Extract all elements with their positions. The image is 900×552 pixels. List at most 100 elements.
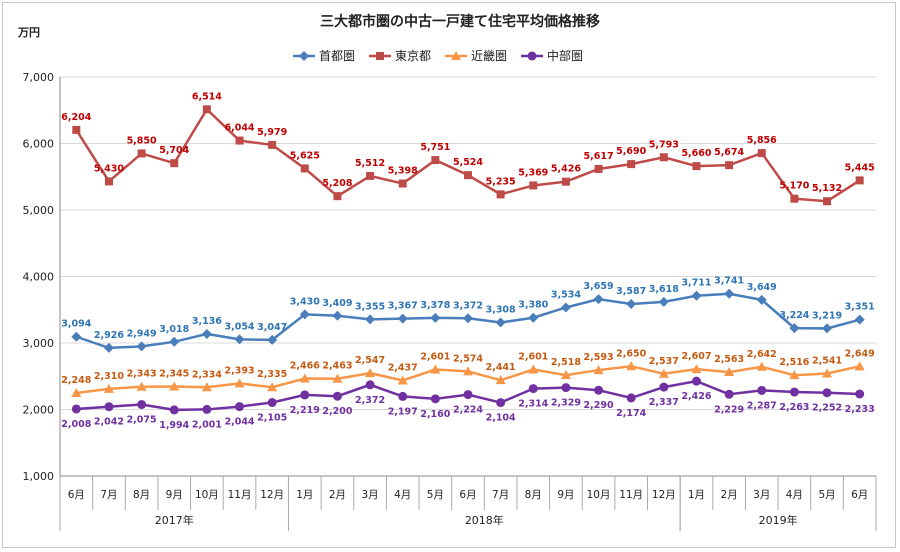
- data-point: [299, 309, 310, 320]
- data-label: 5,856: [747, 135, 777, 146]
- data-label: 6,204: [61, 112, 91, 123]
- data-label: 2,252: [812, 403, 842, 414]
- x-tick-label: 2月: [721, 489, 738, 501]
- y-tick-label: 2,000: [23, 404, 55, 417]
- data-label: 3,224: [779, 310, 809, 321]
- data-point: [789, 323, 800, 334]
- data-label: 2,044: [224, 417, 254, 428]
- data-label: 2,248: [61, 375, 91, 386]
- data-label: 2,335: [257, 369, 287, 380]
- data-label: 2,441: [486, 362, 516, 373]
- y-tick-label: 4,000: [23, 271, 55, 284]
- data-label: 3,351: [845, 302, 875, 313]
- data-label: 5,617: [584, 151, 614, 162]
- data-point: [627, 160, 636, 169]
- data-point: [496, 190, 505, 199]
- x-tick-label: 11月: [228, 489, 252, 501]
- x-tick-label: 7月: [492, 489, 509, 501]
- year-label: 2017年: [155, 513, 194, 527]
- y-tick-label: 6,000: [23, 138, 55, 151]
- y-tick-label: 3,000: [23, 337, 55, 350]
- data-point: [104, 177, 113, 186]
- x-tick-label: 6月: [851, 489, 868, 501]
- data-point: [169, 336, 180, 347]
- data-label: 6,044: [224, 123, 254, 134]
- data-point: [332, 373, 343, 383]
- data-label: 5,445: [845, 162, 875, 173]
- data-label: 2,334: [192, 369, 222, 380]
- legend-label: 近畿圏: [471, 49, 507, 63]
- x-tick-label: 4月: [394, 489, 411, 501]
- data-label: 3,587: [616, 286, 646, 297]
- data-label: 5,674: [714, 147, 744, 158]
- legend: 首都圏 東京都 近畿圏 中部圏: [293, 48, 583, 63]
- data-label: 2,345: [159, 369, 189, 380]
- x-tick-label: 12月: [652, 489, 676, 501]
- y-tick-label: 7,000: [23, 71, 55, 84]
- data-point: [822, 323, 833, 334]
- x-tick-label: 7月: [100, 489, 117, 501]
- data-point: [561, 383, 571, 393]
- data-point: [398, 391, 408, 401]
- data-point: [790, 194, 799, 203]
- data-point: [170, 159, 179, 168]
- data-point: [136, 341, 147, 352]
- data-label: 2,001: [192, 419, 222, 430]
- data-label: 6,514: [192, 91, 222, 102]
- data-point: [103, 383, 114, 393]
- data-point: [463, 313, 473, 324]
- data-label: 3,372: [453, 300, 483, 311]
- data-label: 3,054: [224, 321, 254, 332]
- data-point: [235, 136, 244, 145]
- year-label: 2019年: [759, 513, 798, 527]
- x-tick-label: 1月: [296, 489, 313, 501]
- legend-label: 東京都: [395, 49, 431, 63]
- data-label: 5,660: [681, 148, 711, 159]
- data-point: [593, 294, 604, 305]
- data-point: [365, 314, 376, 325]
- data-label: 3,534: [551, 289, 581, 300]
- legend-entry: 近畿圏: [445, 49, 507, 63]
- data-point: [464, 171, 472, 180]
- data-label: 2,372: [355, 395, 385, 406]
- data-label: 3,018: [159, 324, 189, 335]
- data-point: [71, 404, 81, 414]
- data-label: 2,197: [388, 406, 418, 417]
- data-label: 2,426: [681, 391, 711, 402]
- data-label: 2,042: [94, 417, 124, 428]
- x-tick-label: 6月: [68, 489, 85, 501]
- data-label: 5,369: [518, 167, 548, 178]
- data-point: [789, 387, 799, 397]
- data-label: 5,850: [127, 135, 157, 146]
- data-point: [431, 156, 440, 165]
- x-tick-label: 5月: [818, 489, 835, 501]
- data-point: [299, 373, 310, 383]
- y-axis-unit: 万円: [17, 26, 40, 39]
- data-label: 2,224: [453, 405, 483, 416]
- data-point: [561, 177, 570, 186]
- data-point: [463, 390, 473, 400]
- data-label: 2,229: [714, 404, 744, 415]
- y-tick-label: 5,000: [23, 204, 55, 217]
- data-point: [137, 400, 147, 410]
- data-point: [71, 331, 82, 342]
- data-label: 2,200: [322, 406, 352, 417]
- data-label: 2,926: [94, 330, 124, 341]
- data-point: [593, 365, 604, 375]
- data-point: [789, 370, 800, 380]
- data-point: [333, 192, 342, 201]
- data-label: 3,409: [322, 298, 352, 309]
- data-label: 2,008: [61, 419, 91, 430]
- legend-label: 首都圏: [319, 49, 355, 63]
- data-point: [398, 179, 407, 188]
- data-label: 2,160: [420, 409, 450, 420]
- data-point: [691, 364, 702, 374]
- data-point: [267, 398, 277, 408]
- data-label: 5,690: [616, 146, 646, 157]
- data-point: [691, 290, 702, 301]
- data-label: 2,437: [388, 362, 418, 373]
